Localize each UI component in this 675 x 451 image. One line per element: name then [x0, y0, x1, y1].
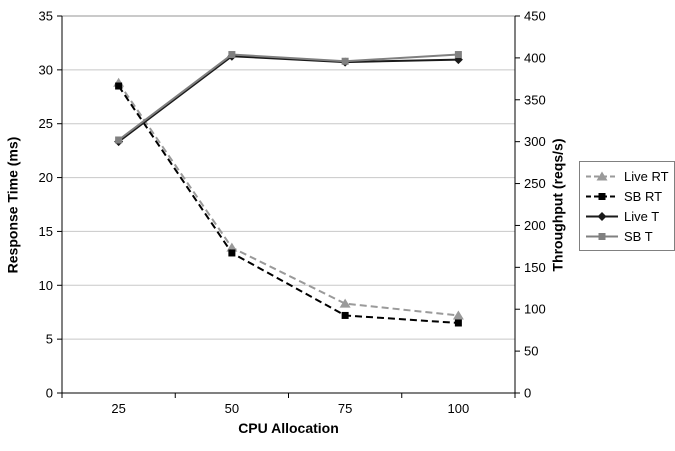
legend-label: Live RT	[624, 168, 669, 184]
legend-swatch-sb-rt-icon	[586, 192, 618, 200]
svg-text:20: 20	[39, 170, 53, 185]
svg-text:200: 200	[524, 218, 546, 233]
legend-swatch-sb-t-icon	[586, 232, 618, 240]
legend-swatch-live-t-icon	[586, 211, 618, 221]
svg-text:400: 400	[524, 50, 546, 65]
svg-text:5: 5	[46, 332, 53, 347]
legend-item-live-t: Live T	[585, 206, 669, 226]
legend-item-sb-rt: SB RT	[585, 186, 669, 206]
svg-text:250: 250	[524, 176, 546, 191]
svg-text:75: 75	[338, 401, 352, 416]
x-axis-title: CPU Allocation	[238, 420, 339, 436]
svg-text:15: 15	[39, 224, 53, 239]
svg-text:30: 30	[39, 62, 53, 77]
svg-text:25: 25	[111, 401, 125, 416]
series-sb-t	[115, 51, 462, 144]
svg-text:150: 150	[524, 260, 546, 275]
svg-text:10: 10	[39, 278, 53, 293]
legend-item-live-rt: Live RT	[585, 166, 669, 186]
svg-text:350: 350	[524, 92, 546, 107]
svg-text:35: 35	[39, 9, 53, 24]
svg-text:100: 100	[524, 302, 546, 317]
legend-label: SB T	[624, 228, 653, 244]
legend-swatch-live-rt-icon	[586, 171, 618, 180]
right-axis-title: Throughput (reqs/s)	[549, 138, 566, 272]
svg-text:100: 100	[448, 401, 470, 416]
svg-text:50: 50	[225, 401, 239, 416]
svg-text:0: 0	[46, 386, 53, 401]
legend-label: Live T	[624, 208, 660, 224]
series-sb-rt	[115, 82, 462, 327]
svg-text:0: 0	[524, 386, 531, 401]
svg-text:50: 50	[524, 344, 538, 359]
left-axis-title: Response Time (ms)	[4, 136, 21, 274]
svg-text:300: 300	[524, 134, 546, 149]
svg-text:25: 25	[39, 116, 53, 131]
legend: Live RT SB RT Live T SB T	[579, 161, 675, 251]
legend-label: SB RT	[624, 188, 663, 204]
svg-text:450: 450	[524, 9, 546, 24]
legend-item-sb-t: SB T	[585, 226, 669, 246]
series-live-t	[114, 51, 463, 147]
